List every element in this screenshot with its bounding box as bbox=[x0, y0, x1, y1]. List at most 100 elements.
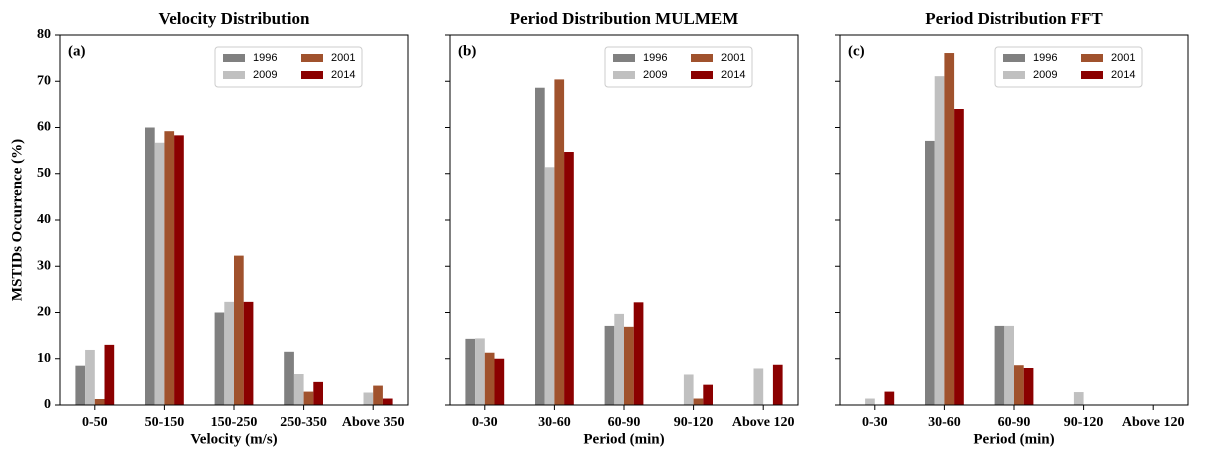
bar bbox=[554, 79, 565, 406]
legend-label: 2009 bbox=[1033, 69, 1057, 81]
legend-swatch bbox=[223, 54, 245, 62]
y-tick-label: 30 bbox=[37, 258, 51, 273]
bar bbox=[884, 391, 895, 405]
bar bbox=[104, 344, 115, 405]
bar bbox=[75, 365, 86, 405]
bar bbox=[373, 385, 383, 405]
y-tick-label: 40 bbox=[37, 212, 51, 227]
bar bbox=[475, 338, 485, 405]
chart-title: Velocity Distribution bbox=[159, 9, 311, 28]
bar bbox=[624, 326, 634, 405]
y-tick-label: 60 bbox=[37, 120, 51, 135]
legend-label: 2014 bbox=[331, 69, 355, 81]
bar bbox=[303, 391, 314, 405]
bar bbox=[494, 358, 505, 405]
x-axis-label: Period (min) bbox=[973, 431, 1054, 447]
bar bbox=[633, 302, 644, 405]
x-tick-label: Above 120 bbox=[732, 415, 795, 430]
bar bbox=[284, 351, 294, 405]
panel-label: (b) bbox=[458, 43, 476, 59]
x-tick-label: 0-30 bbox=[472, 415, 498, 430]
x-tick-label: 90-120 bbox=[1064, 415, 1104, 430]
bar bbox=[85, 349, 95, 405]
x-tick-label: 60-90 bbox=[998, 415, 1031, 430]
bar bbox=[753, 368, 764, 405]
legend-swatch bbox=[1003, 54, 1025, 62]
bar bbox=[382, 398, 393, 405]
bar bbox=[934, 76, 945, 405]
legend-label: 1996 bbox=[1033, 52, 1057, 64]
legend-swatch bbox=[301, 54, 323, 62]
x-tick-label: 150-250 bbox=[211, 415, 258, 430]
bar bbox=[614, 313, 624, 405]
bar bbox=[214, 312, 225, 405]
legend-label: 1996 bbox=[253, 52, 277, 64]
bar bbox=[564, 152, 574, 405]
legend-label: 2001 bbox=[1111, 52, 1135, 64]
legend-label: 2001 bbox=[331, 52, 355, 64]
legend-swatch bbox=[301, 71, 323, 79]
x-tick-label: 50-150 bbox=[145, 415, 185, 430]
bar bbox=[954, 109, 964, 405]
legend-swatch bbox=[223, 71, 245, 79]
bar bbox=[313, 381, 323, 405]
bar bbox=[154, 142, 165, 405]
bar bbox=[693, 398, 704, 405]
chart-title: Period Distribution FFT bbox=[925, 9, 1103, 28]
bar bbox=[604, 325, 615, 405]
bar bbox=[535, 87, 545, 405]
y-tick-label: 50 bbox=[37, 166, 51, 181]
y-tick-label: 80 bbox=[37, 27, 51, 42]
x-tick-label: 0-30 bbox=[862, 415, 888, 430]
panel-label: (c) bbox=[848, 43, 865, 59]
legend-box bbox=[994, 46, 1143, 88]
legend-box bbox=[604, 46, 753, 88]
legend-label: 2009 bbox=[253, 69, 277, 81]
bar bbox=[484, 352, 495, 405]
bar bbox=[465, 338, 476, 405]
legend-label: 2014 bbox=[721, 69, 745, 81]
bar bbox=[94, 398, 105, 405]
bar bbox=[1023, 368, 1034, 405]
bar bbox=[293, 374, 304, 405]
bar bbox=[683, 374, 694, 405]
x-tick-label: 90-120 bbox=[674, 415, 714, 430]
x-tick-label: Above 350 bbox=[342, 415, 405, 430]
legend-label: 2001 bbox=[721, 52, 745, 64]
bar bbox=[544, 167, 555, 405]
legend-swatch bbox=[1081, 54, 1103, 62]
bar bbox=[224, 301, 234, 405]
bar bbox=[994, 325, 1005, 405]
bar bbox=[1004, 325, 1014, 405]
bar bbox=[145, 127, 155, 405]
bar bbox=[703, 384, 713, 405]
y-tick-label: 0 bbox=[44, 397, 51, 412]
x-tick-label: 0-50 bbox=[82, 415, 108, 430]
x-tick-label: 250-350 bbox=[280, 415, 327, 430]
axes-frame bbox=[839, 34, 1189, 406]
bar bbox=[772, 364, 783, 405]
bar bbox=[243, 301, 254, 405]
bar bbox=[174, 135, 184, 406]
y-tick-label: 70 bbox=[37, 73, 51, 88]
x-tick-label: 30-60 bbox=[928, 415, 961, 430]
bar bbox=[363, 392, 374, 405]
legend-box bbox=[214, 46, 363, 88]
bar bbox=[164, 131, 175, 405]
bar bbox=[925, 140, 935, 405]
bar bbox=[234, 255, 244, 405]
x-axis-label: Period (min) bbox=[583, 431, 664, 447]
axes-frame bbox=[449, 34, 799, 406]
x-tick-label: 60-90 bbox=[608, 415, 641, 430]
x-axis-label: Velocity (m/s) bbox=[190, 431, 277, 447]
bar bbox=[865, 398, 875, 405]
legend-swatch bbox=[1003, 71, 1025, 79]
legend-swatch bbox=[1081, 71, 1103, 79]
legend-label: 1996 bbox=[643, 52, 667, 64]
x-tick-label: 30-60 bbox=[538, 415, 571, 430]
bar bbox=[944, 53, 955, 405]
legend-label: 2014 bbox=[1111, 69, 1135, 81]
panel-label: (a) bbox=[68, 43, 86, 59]
legend-swatch bbox=[613, 54, 635, 62]
